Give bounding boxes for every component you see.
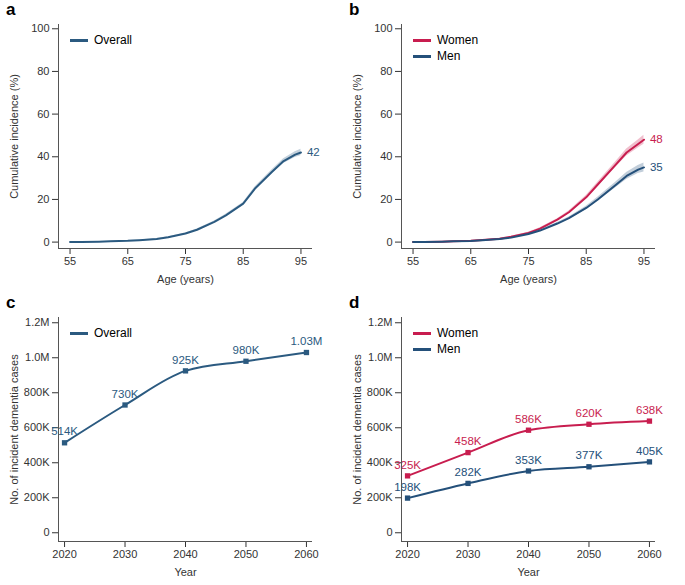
html-text:Men: Men [437,49,461,63]
svg-text:2040: 2040 [173,548,197,560]
svg-text:2050: 2050 [577,548,601,560]
svg-text:100: 100 [374,22,392,34]
svg-text:Cumulative incidence (%): Cumulative incidence (%) [8,74,20,199]
svg-text:No. of incident dementia cases: No. of incident dementia cases [351,354,363,505]
svg-text:0: 0 [386,526,392,538]
svg-text:55: 55 [407,255,419,267]
svg-text:40: 40 [380,150,392,162]
svg-text:60: 60 [37,108,49,120]
svg-text:Cumulative incidence (%): Cumulative incidence (%) [351,74,363,199]
html-text:b: b [349,0,360,19]
svg-text:2060: 2060 [637,548,661,560]
svg-text:Age (years): Age (years) [500,273,557,285]
svg-text:0: 0 [386,236,392,248]
svg-text:1.0M: 1.0M [25,351,49,363]
svg-text:80: 80 [37,65,49,77]
svg-text:65: 65 [122,255,134,267]
svg-text:198K: 198K [394,481,421,493]
html-text:Women: Women [437,33,479,47]
svg-text:Year: Year [517,566,540,578]
svg-text:730K: 730K [112,388,139,400]
svg-text:20: 20 [37,193,49,205]
svg-text:620K: 620K [576,407,603,419]
svg-text:55: 55 [64,255,76,267]
svg-text:75: 75 [179,255,191,267]
svg-text:42: 42 [307,146,320,158]
svg-text:586K: 586K [515,413,542,425]
svg-text:638K: 638K [636,404,663,416]
svg-text:80: 80 [380,65,392,77]
svg-text:0: 0 [43,526,49,538]
svg-text:2020: 2020 [52,548,76,560]
svg-text:1.0M: 1.0M [368,351,392,363]
svg-text:458K: 458K [455,435,482,447]
svg-text:514K: 514K [51,425,78,437]
svg-text:200K: 200K [24,491,50,503]
svg-text:925K: 925K [172,354,199,366]
svg-text:980K: 980K [233,344,260,356]
svg-text:95: 95 [295,255,307,267]
svg-text:40: 40 [37,150,49,162]
html-text:c: c [6,293,16,312]
svg-text:100: 100 [31,22,49,34]
svg-text:353K: 353K [515,454,542,466]
svg-text:400K: 400K [24,456,50,468]
svg-text:600K: 600K [367,421,393,433]
svg-text:377K: 377K [576,449,603,461]
svg-text:Age (years): Age (years) [157,273,214,285]
html-text:Overall: Overall [94,33,132,47]
svg-text:0: 0 [43,236,49,248]
svg-text:1.2M: 1.2M [368,316,392,328]
svg-text:48: 48 [650,133,663,145]
svg-text:85: 85 [580,255,592,267]
svg-text:2020: 2020 [395,548,419,560]
svg-text:95: 95 [638,255,650,267]
html-text:Women: Women [437,326,479,340]
svg-text:200K: 200K [367,491,393,503]
svg-text:2040: 2040 [516,548,540,560]
svg-text:No. of incident dementia cases: No. of incident dementia cases [8,354,20,505]
svg-text:60: 60 [380,108,392,120]
svg-text:2030: 2030 [113,548,137,560]
svg-text:400K: 400K [367,456,393,468]
svg-text:282K: 282K [455,466,482,478]
svg-text:1.2M: 1.2M [25,316,49,328]
svg-text:20: 20 [380,193,392,205]
html-text:Men: Men [437,342,461,356]
svg-text:600K: 600K [24,421,50,433]
html-text:d: d [349,293,360,312]
svg-text:2060: 2060 [294,548,318,560]
html-text:Overall: Overall [94,326,132,340]
svg-text:35: 35 [650,161,663,173]
svg-text:800K: 800K [367,386,393,398]
svg-text:1.03M: 1.03M [290,335,322,347]
svg-text:325K: 325K [394,459,421,471]
svg-text:2050: 2050 [234,548,258,560]
svg-text:75: 75 [522,255,534,267]
svg-text:405K: 405K [636,445,663,457]
svg-text:800K: 800K [24,386,50,398]
svg-text:85: 85 [237,255,249,267]
svg-text:Year: Year [174,566,197,578]
svg-text:65: 65 [465,255,477,267]
html-text:a: a [6,0,16,19]
svg-text:2030: 2030 [456,548,480,560]
